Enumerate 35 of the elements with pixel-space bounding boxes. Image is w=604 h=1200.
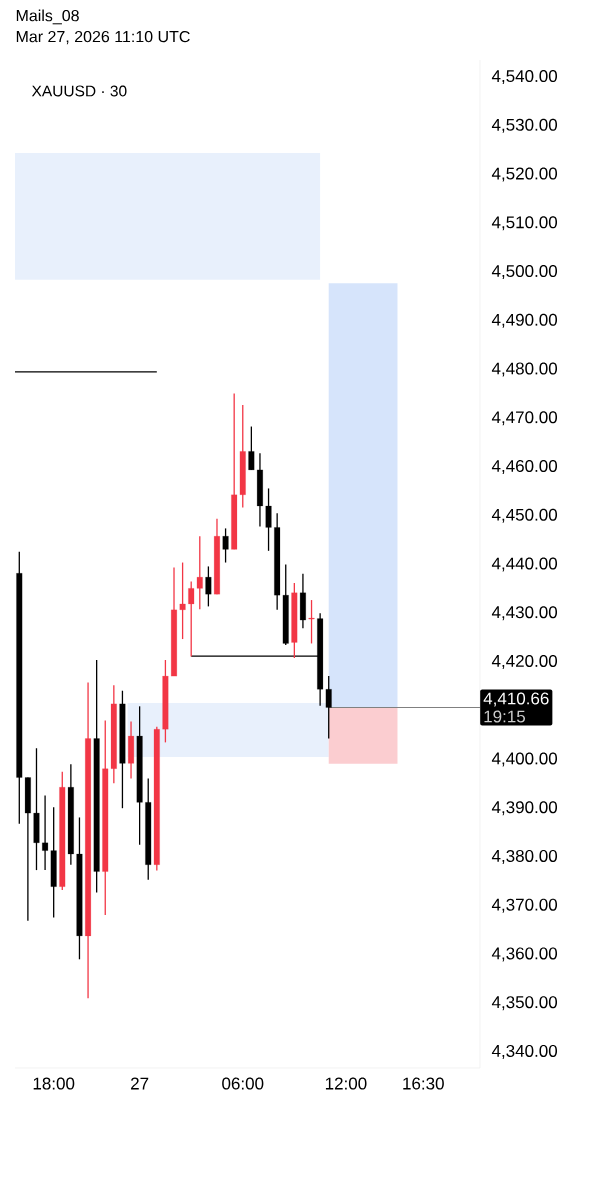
y-tick-label: 4,520.00 [491, 167, 558, 182]
x-tick-label: 16:30 [403, 1077, 444, 1090]
y-tick-label: 4,420.00 [491, 654, 558, 669]
y-tick-label: 4,510.00 [491, 216, 558, 231]
y-tick-label: 4,540.00 [491, 70, 558, 85]
x-tick-label: 06:00 [222, 1077, 264, 1090]
candlestick [205, 565, 212, 608]
ref-line-label: 4,410.66 [483, 692, 549, 707]
chart-title: Mails_08 [16, 9, 79, 25]
y-tick-label: 4,360.00 [491, 947, 558, 962]
y-tick-label: 4,450.00 [491, 508, 558, 523]
x-tick-label: 27 [131, 1077, 149, 1090]
annotation: XAUUSD · 30 [31, 85, 127, 97]
y-tick-label: 4,530.00 [491, 118, 558, 133]
y-tick-label: 4,440.00 [491, 557, 558, 572]
chart-subtitle: Mar 27, 2026 11:10 UTC [16, 30, 190, 45]
y-tick-label: 4,400.00 [491, 752, 558, 767]
y-tick-label: 4,380.00 [491, 849, 558, 864]
y-tick-label: 4,370.00 [491, 898, 558, 913]
y-tick-label: 4,430.00 [491, 606, 558, 621]
y-tick-label: 4,500.00 [491, 265, 558, 280]
x-tick-label: 18:00 [33, 1077, 75, 1090]
text: 19:15 [484, 710, 526, 723]
y-tick-label: 4,490.00 [491, 313, 558, 328]
y-tick-label: 4,470.00 [491, 411, 558, 426]
candlestick [179, 561, 186, 640]
y-tick-label: 4,390.00 [491, 801, 558, 816]
candlestick [222, 527, 229, 564]
y-tick-label: 4,460.00 [491, 459, 558, 475]
candlestick [308, 599, 315, 645]
y-tick-label: 4,480.00 [491, 362, 558, 377]
y-tick-label: 4,350.00 [491, 996, 558, 1011]
y-tick-label: 4,340.00 [491, 1044, 558, 1059]
x-tick-label: 12:00 [325, 1077, 367, 1090]
candlestick [265, 487, 272, 552]
